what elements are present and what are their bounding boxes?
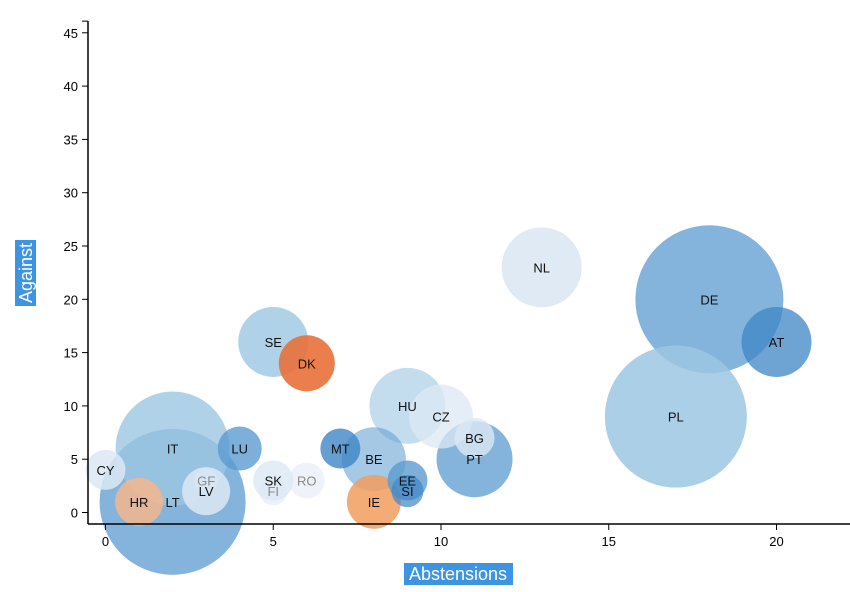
y-axis: 0 5 10 15 20 25 30 35 40 45 [64,20,89,524]
bubble-label-se: SE [265,335,283,350]
x-tick-label: 15 [602,534,616,549]
y-axis-title-background [15,240,36,306]
bubble-label-dk: DK [298,356,316,371]
bubble-label-ee: EE [399,474,417,489]
y-tick-label: 15 [64,346,78,361]
bubble-labels-layer: LTITHUBECZPTBGPLDEATNLGBSEDKCYHRLVGFLUSK… [96,260,785,510]
x-axis-title: Abstensions [409,564,507,584]
bubble-label-si: SI [401,484,413,499]
y-tick-label: 45 [64,26,78,41]
y-tick-label: 25 [64,239,78,254]
bubble-label-be: BE [365,452,383,467]
bubble-gf[interactable] [194,468,219,493]
bubble-hr[interactable] [115,477,164,526]
x-axis-title-background [404,563,513,585]
bubble-label-gf: GF [197,474,215,489]
bubble-mt[interactable] [320,428,361,469]
bubble-label-mt: MT [331,442,350,457]
x-tick-label: 20 [769,534,783,549]
bubble-at[interactable] [741,306,812,377]
bubble-label-cz: CZ [432,410,449,425]
bubble-lu[interactable] [217,426,262,471]
bubble-label-lv: LV [199,484,214,499]
bubble-label-cy: CY [96,463,114,478]
bubble-label-sk: SK [265,474,283,489]
y-axis-ticks: 0 5 10 15 20 25 30 35 40 45 [64,26,88,521]
bubble-label-lt: LT [165,495,179,510]
bubble-ro[interactable] [288,462,325,499]
bubble-label-lu: LU [231,442,248,457]
y-tick-label: 30 [64,186,78,201]
bubble-fi[interactable] [259,477,288,506]
bubble-label-de: DE [700,292,718,307]
x-tick-label: 5 [270,534,277,549]
bubble-si[interactable] [391,475,424,508]
bubble-label-hu: HU [398,399,417,414]
bubble-dk[interactable] [278,335,335,392]
bubble-label-bg: BG [465,431,484,446]
bubble-label-hr: HR [130,495,149,510]
bubble-ie[interactable] [346,474,401,529]
bubble-label-it: IT [167,442,179,457]
y-tick-label: 0 [71,506,78,521]
y-axis-title: Against [16,243,36,303]
x-tick-label: 0 [102,534,109,549]
bubble-label-ie: IE [368,495,381,510]
bubble-nl[interactable] [501,227,582,308]
bubble-label-nl: NL [533,260,550,275]
y-tick-label: 35 [64,132,78,147]
y-tick-label: 5 [71,452,78,467]
bubbles-layer [85,225,812,575]
bubble-label-pl: PL [668,410,684,425]
bubble-label-fi: FI [267,484,279,499]
x-axis-title-group: Abstensions [404,563,513,585]
x-tick-label: 10 [434,534,448,549]
y-tick-label: 20 [64,292,78,307]
bubble-label-pt: PT [466,452,483,467]
bubble-label-ro: RO [297,474,317,489]
bubble-cy[interactable] [85,449,126,490]
y-tick-label: 10 [64,399,78,414]
bubble-bg[interactable] [454,417,495,458]
bubble-label-at: AT [769,335,785,350]
y-tick-label: 40 [64,79,78,94]
bubble-pl[interactable] [604,345,747,488]
y-axis-title-group: Against [15,240,36,306]
